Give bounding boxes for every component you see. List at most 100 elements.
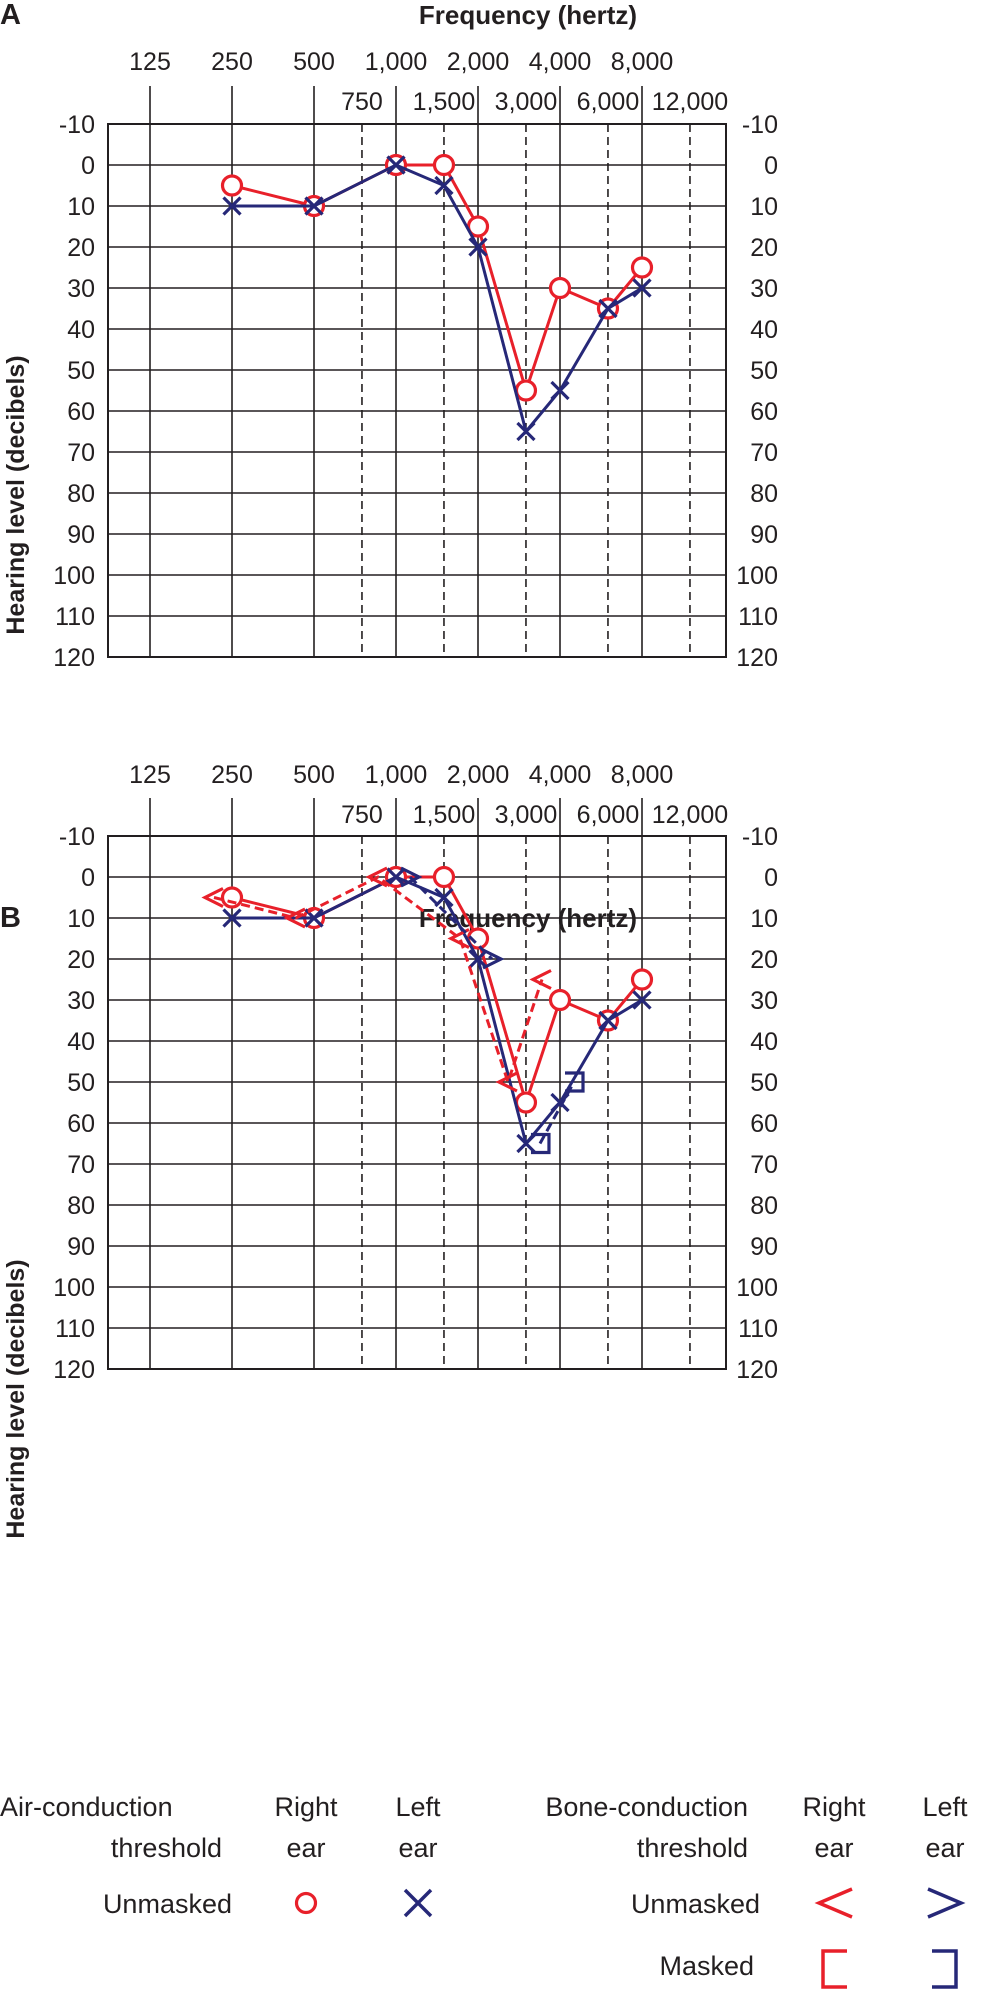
data-point-right-air — [220, 886, 244, 909]
x-tick-label: 2,000 — [447, 48, 510, 76]
data-point-left-bone-masked — [530, 1132, 551, 1155]
y-tick-label-right: 0 — [764, 152, 778, 180]
data-point-left-air — [516, 1133, 536, 1154]
legend-right-bone-masked-icon — [821, 1949, 847, 1989]
data-point-left-air — [632, 278, 652, 298]
x-tick-label: 4,000 — [529, 48, 592, 76]
y-axis-title: Hearing level (decibels) — [2, 355, 30, 634]
x-tick-label: 125 — [129, 761, 171, 789]
y-tick-label-left: 110 — [55, 1315, 95, 1343]
data-point-right-air — [548, 988, 572, 1012]
x-tick-label: 8,000 — [611, 48, 674, 76]
data-point-left-air — [304, 196, 324, 216]
y-tick-label-left: -10 — [59, 111, 95, 139]
legend-air-unmasked-label: Unmasked — [103, 1889, 232, 1919]
series-line-right-bone — [213, 875, 544, 1087]
y-tick-label-right: 40 — [750, 1028, 778, 1056]
y-tick-label-right: -10 — [742, 823, 778, 851]
x-tick-label: 4,000 — [529, 761, 592, 789]
x-tick-label: 3,000 — [495, 801, 558, 829]
data-point-right-air — [630, 256, 654, 279]
x-tick-label: 500 — [293, 761, 335, 789]
y-tick-label-left: 10 — [67, 193, 95, 221]
y-tick-label-right: 100 — [736, 562, 778, 590]
x-tick-label: 750 — [341, 88, 383, 116]
legend-left-ear-header-line2: ear — [398, 1833, 437, 1863]
grid — [107, 86, 727, 658]
series-line-left-bone — [408, 875, 494, 961]
y-tick-label-left: 100 — [53, 1274, 95, 1302]
x-tick-label: 12,000 — [652, 88, 728, 116]
y-tick-label-left: 10 — [67, 905, 95, 933]
data-point-left-air — [222, 196, 242, 216]
y-tick-label-right: 20 — [750, 234, 778, 262]
y-tick-label-left: 120 — [53, 644, 95, 672]
y-tick-label-right: 0 — [764, 864, 778, 892]
y-tick-label-left: 120 — [53, 1356, 95, 1384]
legend-bone-masked-label: Masked — [659, 1951, 754, 1981]
x-tick-label: 3,000 — [495, 88, 558, 116]
x-tick-label: 8,000 — [611, 761, 674, 789]
legend-left-air-x-icon — [403, 1888, 433, 1918]
y-tick-label-right: 10 — [750, 905, 778, 933]
y-tick-label-left: 80 — [67, 1192, 95, 1220]
y-tick-label-right: 120 — [736, 1356, 778, 1384]
y-tick-label-left: 40 — [67, 1028, 95, 1056]
data-point-left-air — [550, 380, 570, 401]
data-point-left-bone — [400, 866, 423, 888]
data-point-right-bone — [447, 928, 470, 949]
legend: Air-conduction threshold Right ear Left … — [0, 1792, 968, 1989]
y-tick-label-left: 90 — [67, 521, 95, 549]
legend-bone-right-ear-header-line2: ear — [814, 1833, 853, 1863]
y-tick-label-left: 90 — [67, 1233, 95, 1261]
x-tick-label: 125 — [129, 48, 171, 76]
right-bracket-icon — [932, 1949, 958, 1989]
y-tick-label-right: 90 — [750, 521, 778, 549]
y-tick-label-right: -10 — [742, 111, 778, 139]
y-tick-label-right: 20 — [750, 946, 778, 974]
y-tick-label-right: 70 — [750, 1151, 778, 1179]
y-tick-label-right: 110 — [738, 1315, 778, 1343]
legend-left-ear-header: Left — [395, 1792, 441, 1822]
data-series — [220, 153, 654, 442]
data-point-left-air — [434, 175, 454, 196]
y-tick-label-right: 70 — [750, 439, 778, 467]
y-tick-label-right: 50 — [750, 1069, 778, 1097]
legend-right-ear-header: Right — [274, 1792, 338, 1822]
y-tick-label-left: 80 — [67, 480, 95, 508]
legend-left-bone-unmasked-icon — [927, 1887, 966, 1919]
y-tick-label-left: 70 — [67, 1151, 95, 1179]
data-point-left-air — [516, 421, 536, 442]
panel-label-b: B — [0, 902, 21, 934]
data-point-left-air — [468, 949, 488, 969]
y-tick-label-left: -10 — [59, 823, 95, 851]
data-point-left-air — [598, 1010, 618, 1031]
y-tick-label-right: 80 — [750, 1192, 778, 1220]
circle-icon — [294, 1891, 318, 1915]
y-tick-label-left: 0 — [81, 152, 95, 180]
legend-bone-left-ear-header-line2: ear — [925, 1833, 964, 1863]
data-point-right-air — [630, 968, 654, 991]
legend-left-bone-masked-icon — [932, 1949, 958, 1989]
x-tick-label: 12,000 — [652, 801, 728, 829]
y-tick-label-right: 60 — [750, 1110, 778, 1138]
data-point-right-air — [432, 865, 456, 889]
data-point-right-air — [466, 215, 490, 238]
y-tick-label-left: 50 — [67, 1069, 95, 1097]
x-tick-label: 6,000 — [577, 88, 640, 116]
data-point-left-air — [434, 887, 454, 908]
y-tick-label-right: 120 — [736, 644, 778, 672]
legend-bone-label-line2: threshold — [637, 1833, 748, 1863]
x-tick-label: 250 — [211, 761, 253, 789]
data-point-right-air — [514, 379, 538, 402]
y-axis-title: Hearing level (decibels) — [2, 1259, 30, 1538]
y-tick-label-left: 30 — [67, 275, 95, 303]
y-tick-label-right: 100 — [736, 1274, 778, 1302]
y-tick-label-left: 20 — [67, 946, 95, 974]
legend-right-bone-unmasked-icon — [814, 1887, 853, 1919]
data-point-left-air — [598, 298, 618, 319]
y-tick-label-right: 80 — [750, 480, 778, 508]
data-point-right-bone — [365, 866, 388, 888]
